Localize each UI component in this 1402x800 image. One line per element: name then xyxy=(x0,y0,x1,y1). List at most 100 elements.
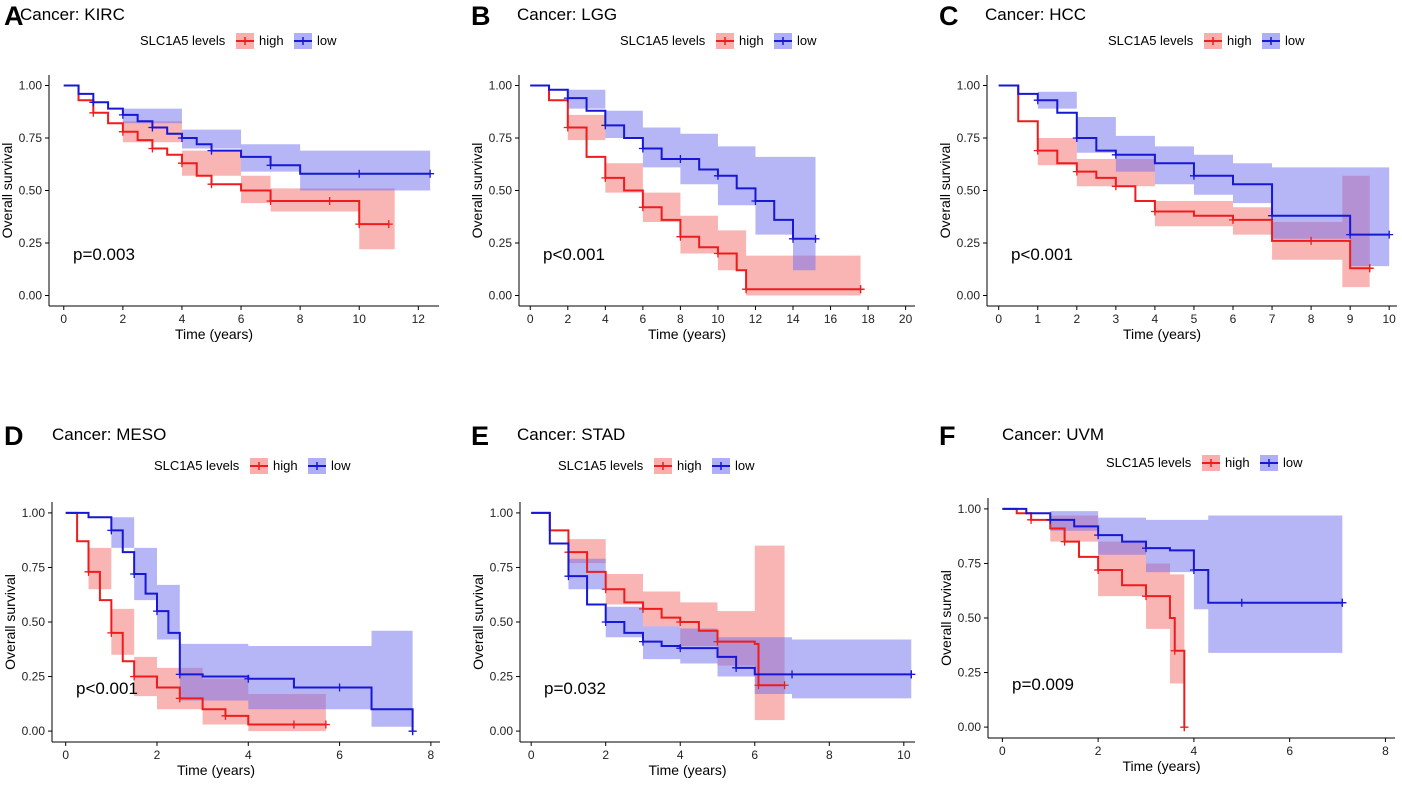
censor-mark-high xyxy=(713,637,722,646)
x-tick-label: 2 xyxy=(564,312,571,326)
y-tick-label: 0.25 xyxy=(489,236,513,250)
panel-label: C xyxy=(939,1,959,31)
censor-mark-high xyxy=(84,567,93,576)
censor-mark-high xyxy=(676,232,685,241)
censor-mark-high xyxy=(177,159,186,168)
y-tick-label: 1.00 xyxy=(22,506,46,520)
y-tick-label: 0.50 xyxy=(22,615,46,629)
x-axis-title: Time (years) xyxy=(1123,326,1201,342)
x-tick-label: 8 xyxy=(297,312,304,326)
censor-mark-low xyxy=(152,607,161,616)
ci-band-low xyxy=(530,85,816,271)
y-tick-label: 0.00 xyxy=(19,289,43,303)
censor-mark-high xyxy=(325,197,334,205)
x-tick-label: 0 xyxy=(528,748,535,762)
p-value: p=0.032 xyxy=(544,679,606,698)
x-tick-label: 8 xyxy=(1308,312,1315,326)
legend-title: SLC1A5 levels xyxy=(620,33,706,48)
censor-mark-high xyxy=(148,144,157,153)
censor-mark-high xyxy=(266,197,275,205)
x-tick-label: 16 xyxy=(824,312,838,326)
legend-low-label: low xyxy=(735,458,755,473)
y-tick-label: 0.25 xyxy=(19,236,43,250)
censor-mark-high xyxy=(1060,537,1069,546)
censor-mark-low xyxy=(1346,230,1355,239)
censor-mark-high xyxy=(289,720,298,729)
censor-mark-low xyxy=(207,146,216,155)
p-value: p<0.001 xyxy=(76,679,138,698)
legend-title: SLC1A5 levels xyxy=(558,458,644,473)
legend-title: SLC1A5 levels xyxy=(154,458,240,473)
km-panel-b: B Cancer: LGG SLC1A5 levels high low 0.00 0.25… xyxy=(467,0,927,380)
survival-curve-low xyxy=(65,511,414,732)
y-tick-label: 0.50 xyxy=(490,615,514,629)
x-tick-label: 8 xyxy=(428,748,435,762)
censor-mark-low xyxy=(1072,134,1081,142)
km-panel-a: A Cancer: KIRC SLC1A5 levels high low 0.00 0.2… xyxy=(0,0,460,380)
ci-band-high xyxy=(63,85,395,250)
y-axis-title: Overall survival xyxy=(937,143,953,239)
censor-mark-high xyxy=(1229,215,1237,224)
censor-mark-high xyxy=(676,618,685,626)
censor-mark-low xyxy=(601,618,610,626)
legend-low-label: low xyxy=(331,458,351,473)
x-axis-title: Time (years) xyxy=(175,326,253,342)
censor-mark-high xyxy=(1094,566,1103,574)
censor-mark-high xyxy=(780,681,789,690)
km-panel-f: F Cancer: UVM SLC1A5 levels high low 0.00 0.25… xyxy=(935,420,1395,800)
legend-title: SLC1A5 levels xyxy=(1106,455,1192,470)
legend-high-label: high xyxy=(273,458,298,473)
censor-mark-low xyxy=(789,234,798,243)
y-tick-label: 0.00 xyxy=(22,724,46,738)
censor-mark-high xyxy=(638,604,647,613)
legend: SLC1A5 levels high low xyxy=(558,458,755,474)
censor-mark-high xyxy=(321,720,330,729)
censor-mark-high xyxy=(118,127,127,136)
x-tick-label: 5 xyxy=(1191,312,1198,326)
y-tick-label: 0.50 xyxy=(958,611,982,625)
censor-mark-high xyxy=(130,672,139,681)
censor-mark-low xyxy=(907,670,916,679)
panel-label: D xyxy=(4,421,24,451)
p-value: p<0.001 xyxy=(543,245,605,264)
p-value: p<0.001 xyxy=(1011,245,1073,264)
censor-mark-high xyxy=(1180,723,1189,732)
x-tick-label: 14 xyxy=(786,312,800,326)
survival-curve-high xyxy=(998,84,1370,270)
censor-mark-high xyxy=(1033,146,1042,155)
censor-mark-low xyxy=(1142,544,1151,553)
x-tick-label: 0 xyxy=(62,748,69,762)
censor-mark-low xyxy=(1338,598,1347,607)
panel-label: A xyxy=(4,1,24,31)
censor-mark-low xyxy=(175,670,184,679)
censor-mark-high xyxy=(221,711,230,720)
censor-mark-high xyxy=(1142,592,1151,601)
y-tick-label: 1.00 xyxy=(489,79,513,93)
x-tick-label: 6 xyxy=(336,748,343,762)
x-tick-label: 6 xyxy=(1230,312,1237,326)
x-tick-label: 2 xyxy=(1095,744,1102,758)
ci-band-low xyxy=(531,512,912,699)
censor-mark-high xyxy=(601,585,610,594)
survival-curve-low xyxy=(530,84,816,240)
km-panel-d: D Cancer: MESO SLC1A5 levels high low 0.00 0.2… xyxy=(0,420,460,800)
x-tick-label: 4 xyxy=(179,312,186,326)
legend: SLC1A5 levels high low xyxy=(140,33,337,49)
panel-label: B xyxy=(471,1,491,31)
y-tick-label: 0.75 xyxy=(490,560,514,574)
x-axis-title: Time (years) xyxy=(648,762,726,778)
chart-title: Cancer: KIRC xyxy=(20,5,125,24)
y-tick-label: 0.50 xyxy=(489,184,513,198)
x-tick-label: 12 xyxy=(749,312,763,326)
x-tick-label: 10 xyxy=(711,312,725,326)
censor-mark-low xyxy=(1237,598,1246,607)
x-tick-label: 2 xyxy=(602,748,609,762)
x-tick-label: 10 xyxy=(353,312,367,326)
y-axis-title: Overall survival xyxy=(469,143,485,239)
legend-high-label: high xyxy=(739,33,764,48)
censor-mark-low xyxy=(1385,230,1394,239)
legend-high-label: high xyxy=(1225,455,1250,470)
